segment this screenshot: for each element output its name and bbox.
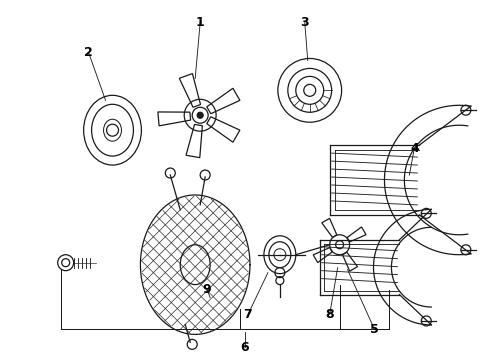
Text: 5: 5	[370, 323, 379, 336]
Circle shape	[106, 124, 119, 136]
Text: 2: 2	[84, 46, 93, 59]
Text: 7: 7	[244, 308, 252, 321]
Text: 9: 9	[203, 283, 212, 296]
Text: 6: 6	[241, 341, 249, 354]
Text: 4: 4	[410, 141, 419, 155]
Text: 8: 8	[325, 308, 334, 321]
Text: 1: 1	[196, 16, 204, 29]
Circle shape	[197, 112, 203, 118]
Text: 3: 3	[300, 16, 309, 29]
